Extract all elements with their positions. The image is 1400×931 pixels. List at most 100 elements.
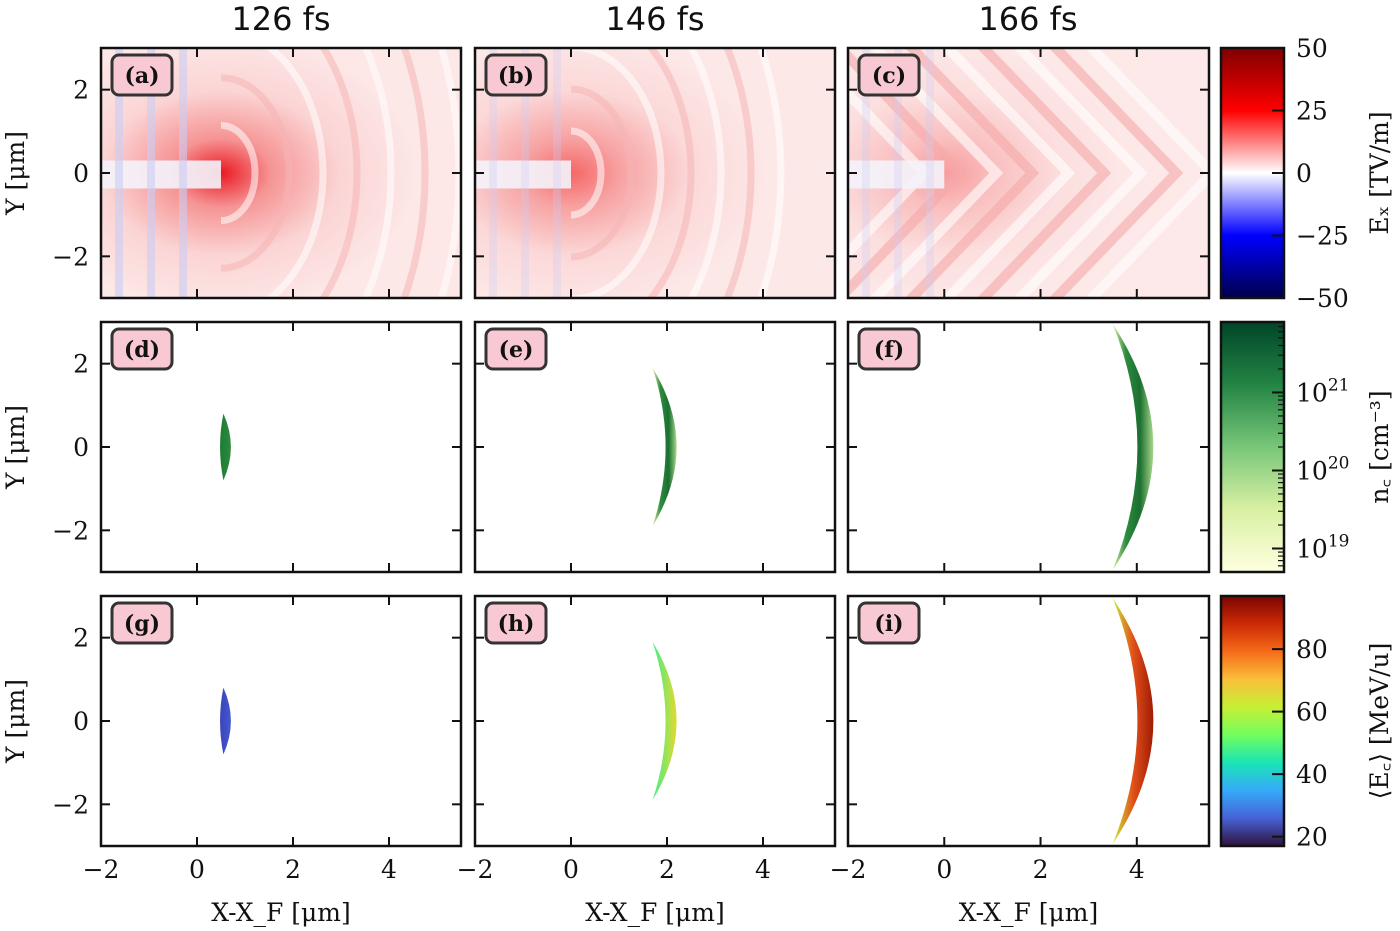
density-crescent — [220, 413, 231, 481]
panel-i: (i) — [846, 594, 1211, 848]
x-tick-label: −2 — [457, 855, 494, 884]
panel-tag: (e) — [484, 327, 548, 371]
y-tick-label: −2 — [52, 516, 89, 545]
column-title-1: 126 fs — [231, 0, 330, 38]
negative-field-stripe — [115, 48, 123, 298]
panel-tag-label: (h) — [498, 611, 535, 637]
wavefront — [361, 48, 395, 298]
energy-crescent — [220, 687, 231, 755]
panel-tag-label: (a) — [124, 63, 159, 89]
x-tick-label: −2 — [83, 855, 120, 884]
y-tick-label: 0 — [73, 433, 89, 462]
y-tick-label: 0 — [73, 707, 89, 736]
wavefront — [220, 121, 259, 225]
colorbar-tick-label: −25 — [1296, 222, 1349, 251]
panel-frame — [846, 46, 1211, 300]
channel-region — [848, 160, 945, 189]
colorbar-tick-label: 60 — [1296, 698, 1328, 727]
panel-f: (f) — [846, 320, 1211, 574]
colorbar-label: ⟨E꜀⟩ [MeV/u] — [1365, 643, 1394, 800]
wavefront — [570, 48, 665, 298]
negative-field-stripe — [521, 48, 529, 298]
axis-labels: −2 0 2 Y [μm] −2 0 2 Y [μm] −2 0 2 Y [μm] −2 0 2 4 X-X_F… — [1, 76, 1145, 927]
panel-e: (e) — [473, 320, 837, 574]
colorbar-tick-label: 0 — [1296, 159, 1312, 188]
colorbar-tick-label: 20 — [1296, 823, 1328, 852]
negative-field-stripe — [489, 48, 497, 298]
energy-crescent — [1112, 598, 1154, 844]
wavefront — [904, 48, 1040, 298]
wavefront — [1012, 48, 1148, 298]
panel-tag-label: (g) — [124, 611, 160, 637]
panel-tag: (g) — [110, 601, 174, 645]
wavefront — [687, 48, 725, 298]
wavefront — [646, 48, 695, 298]
panel-tag: (d) — [110, 327, 174, 371]
panel-frame — [846, 320, 1211, 574]
colorbar-label: Eₓ [TV/m] — [1365, 111, 1394, 234]
negative-field-stripe — [894, 48, 902, 298]
column-title-2: 146 fs — [605, 0, 704, 38]
panel-tag: (h) — [484, 601, 548, 645]
wavefront — [976, 48, 1112, 298]
panel-frame — [99, 46, 463, 300]
panel-frame — [99, 594, 463, 848]
y-axis-label: Y [μm] — [1, 405, 30, 490]
x-tick-label: −2 — [830, 855, 867, 884]
panel-frame — [846, 594, 1211, 848]
channel-region — [475, 160, 571, 189]
colorbar-EC: 80 60 40 20 ⟨E꜀⟩ [MeV/u] — [1219, 594, 1394, 852]
colorbar-Ex: 50 25 0 −25 −50 Eₓ [TV/m] — [1219, 34, 1394, 313]
wavefront — [264, 48, 327, 298]
x-tick-label: 0 — [189, 855, 205, 884]
wavefront — [1048, 48, 1184, 298]
y-tick-label: 2 — [73, 76, 89, 105]
wavefront — [1084, 48, 1209, 298]
panel-frame — [99, 320, 463, 574]
x-tick-label: 2 — [1033, 855, 1049, 884]
panel-tag: (f) — [857, 327, 921, 371]
wavefront — [940, 48, 1076, 298]
negative-field-stripe — [553, 48, 561, 298]
y-tick-label: −2 — [52, 242, 89, 271]
panel-tag: (b) — [484, 53, 548, 97]
density-crescent — [1112, 324, 1154, 570]
density-crescent — [652, 367, 677, 527]
panel-frame — [473, 320, 837, 574]
x-tick-label: 4 — [1129, 855, 1145, 884]
panel-tag: (i) — [857, 601, 921, 645]
panel-b: (b) — [473, 46, 837, 300]
wavefront — [757, 48, 785, 298]
y-axis-label: Y [μm] — [1, 679, 30, 764]
colorbar-tick-label: −50 — [1296, 284, 1349, 313]
energy-crescent — [652, 641, 677, 801]
wavefront — [570, 127, 605, 219]
panel-tag: (a) — [110, 53, 174, 97]
wavefront — [400, 48, 429, 298]
colorbars: 50 25 0 −25 −50 Eₓ [TV/m] 1021 1020 1019 n꜀ [cm⁻³… — [1219, 34, 1394, 852]
panel-h: (h) — [473, 594, 837, 848]
column-title-3: 166 fs — [978, 0, 1077, 38]
colorbar-tick-label: 1019 — [1296, 532, 1349, 564]
negative-field-stripe — [862, 48, 870, 298]
colorbar-gradient — [1219, 594, 1286, 848]
x-tick-label: 4 — [381, 855, 397, 884]
wavefront — [220, 74, 293, 272]
panel-grid: (a) (b) (c) (d) (e) (f) (g) (h) (i) — [99, 46, 1211, 848]
x-tick-label: 2 — [659, 855, 675, 884]
x-axis-label: X-X_F [μm] — [959, 898, 1099, 927]
panel-tag-label: (c) — [872, 63, 906, 89]
panel-g: (g) — [99, 594, 463, 848]
colorbar-tick-label: 1020 — [1296, 453, 1349, 485]
negative-field-stripe — [926, 48, 934, 298]
panel-frame — [473, 46, 837, 300]
x-tick-label: 4 — [755, 855, 771, 884]
y-tick-label: 2 — [73, 350, 89, 379]
wavefront — [319, 48, 361, 298]
panel-tag-label: (i) — [874, 611, 903, 637]
wavefront — [570, 85, 635, 261]
colorbar-label: n꜀ [cm⁻³] — [1365, 390, 1394, 503]
x-tick-label: 0 — [936, 855, 952, 884]
colorbar-tick-label: 50 — [1296, 34, 1328, 63]
